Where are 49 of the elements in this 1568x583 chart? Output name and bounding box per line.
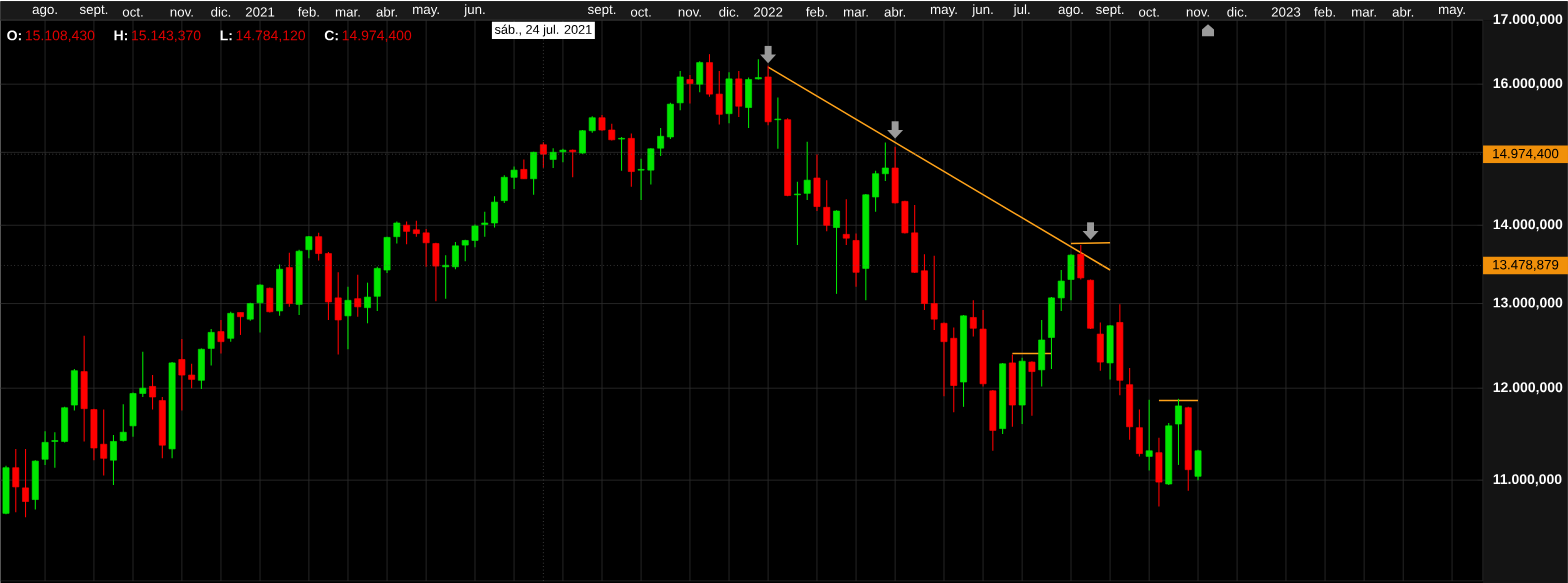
ref-line-label: 13.478,879 (1493, 259, 1559, 271)
annotation: H: (114, 30, 127, 41)
x-tick-label: jul. (1013, 4, 1030, 17)
x-tick-label: sept. (1096, 5, 1124, 17)
x-tick-label: feb. (297, 6, 319, 17)
x-tick-label: may. (1439, 6, 1465, 17)
x-tick-label: abr. (1392, 6, 1414, 17)
x-tick-label: oct. (630, 7, 651, 17)
x-tick-label: nov. (1186, 9, 1209, 17)
x-tick-label: mar. (335, 9, 360, 17)
x-tick-label: jun. (971, 4, 993, 17)
x-tick-label: feb. (806, 6, 827, 17)
y-tick-label: 17.000,000 (1493, 14, 1563, 27)
x-tick-label: abr. (884, 6, 906, 17)
x-tick-label: feb. (1314, 6, 1335, 17)
x-tick-label: dic. (1227, 6, 1247, 17)
x-tick-label: 2021 (245, 7, 275, 17)
x-tick-label: ago. (32, 6, 57, 17)
x-tick-label: dic. (211, 6, 231, 17)
y-tick-label: 13.000,000 (1493, 297, 1563, 310)
x-tick-label: oct. (1139, 7, 1159, 17)
x-tick-label: abr. (376, 6, 397, 17)
annotation: L: (220, 30, 232, 41)
x-tick-label: dic. (719, 6, 739, 17)
x-tick-label: sept. (587, 5, 616, 17)
annotation: 15.143,370 (132, 30, 201, 43)
annotation: 14.974,400 (342, 30, 412, 43)
x-tick-label: may. (413, 6, 439, 17)
y-tick-label: 12.000,000 (1493, 382, 1563, 395)
y-tick-label: 11.000,000 (1493, 474, 1562, 487)
ref-line-label: 14.974,400 (1493, 148, 1559, 160)
annotation: 15.108,430 (25, 30, 95, 43)
x-tick-label: nov. (170, 9, 193, 17)
y-tick-label: 16.000,000 (1493, 78, 1563, 91)
ref-line-label: sáb., 24 jul. 2021 (494, 24, 592, 37)
x-tick-label: 2023 (1271, 7, 1301, 17)
y-tick-label: 14.000,000 (1493, 219, 1563, 232)
x-tick-label: nov. (678, 9, 701, 17)
x-tick-label: sept. (79, 5, 108, 17)
x-tick-label: 2022 (753, 7, 783, 17)
annotation: O: (7, 30, 21, 41)
x-tick-label: mar. (1352, 9, 1376, 17)
annotation: 14.784,120 (236, 30, 306, 43)
annotation: C: (324, 30, 338, 41)
x-tick-label: may. (930, 6, 957, 17)
x-tick-label: ago. (1058, 6, 1083, 17)
x-tick-label: oct. (122, 7, 143, 17)
x-tick-label: mar. (843, 9, 868, 17)
x-tick-label: jun. (463, 4, 485, 17)
